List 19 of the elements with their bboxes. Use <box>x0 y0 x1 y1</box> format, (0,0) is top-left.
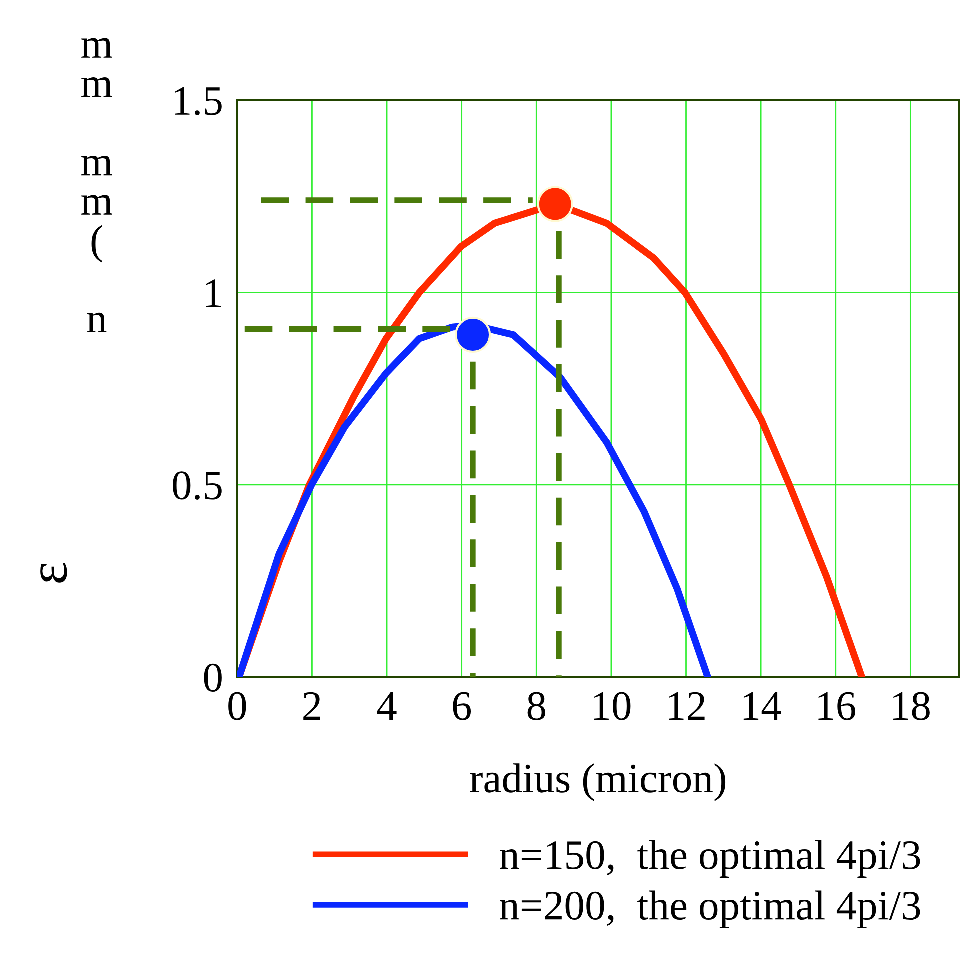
y-tick-label: 1.5 <box>175 87 222 116</box>
x-tick-label: 8 <box>528 692 546 720</box>
x-tick-label: 16 <box>818 692 856 720</box>
x-tick-label: 12 <box>669 692 705 720</box>
text: m m m m ( n <box>82 38 112 333</box>
legend-label: n=200, the optimal 4pi/3 <box>500 890 920 928</box>
x-tick-label: 18 <box>894 692 930 720</box>
x-tick-label: 10 <box>594 692 631 720</box>
x-tick-label: 0 <box>228 692 246 720</box>
y-axis-title: ε <box>40 563 68 583</box>
x-tick-label: 2 <box>304 692 320 720</box>
x-tick-label: 6 <box>453 692 472 720</box>
x-tick-label: 4 <box>377 692 397 720</box>
x-axis-title: radius (micron) <box>470 764 726 802</box>
y-tick-label: 0.5 <box>173 472 222 500</box>
y-tick-label: 1 <box>206 280 222 308</box>
y-tick-label: 0 <box>204 664 222 692</box>
x-tick-label: 14 <box>744 692 782 720</box>
legend-label: n=150, the optimal 4pi/3 <box>500 840 920 878</box>
